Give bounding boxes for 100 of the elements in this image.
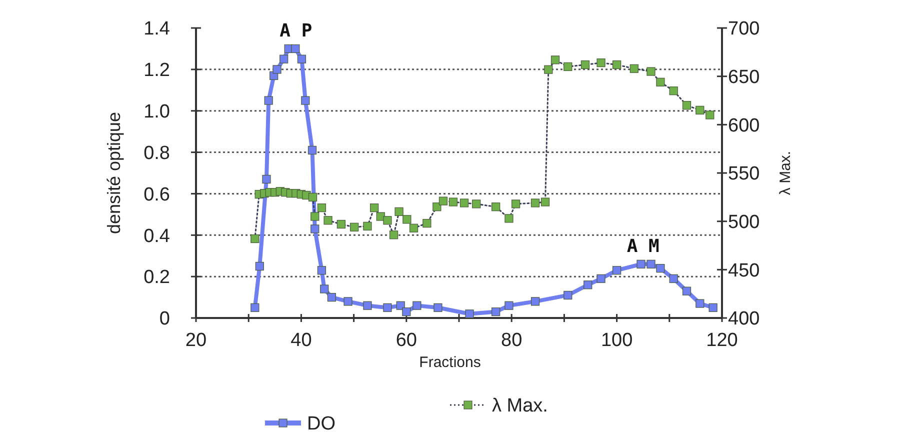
point — [630, 64, 638, 73]
point — [472, 200, 481, 208]
y2-axis-title: λ Max. — [777, 150, 794, 196]
point — [682, 101, 692, 110]
point — [438, 196, 448, 206]
point — [308, 146, 317, 155]
x-tick-label: 120 — [706, 330, 738, 351]
point — [612, 60, 622, 70]
x-tick-label: 80 — [501, 330, 522, 351]
point — [448, 198, 458, 206]
point — [370, 204, 379, 212]
point — [262, 174, 271, 184]
point — [396, 301, 405, 310]
point — [504, 214, 514, 223]
y-tick-label: 1.4 — [144, 18, 170, 40]
point — [682, 286, 692, 296]
point — [580, 60, 590, 70]
point — [544, 65, 553, 74]
point — [492, 202, 500, 212]
point — [465, 310, 474, 318]
point — [297, 54, 306, 64]
point — [696, 106, 704, 114]
y-tick-label: 0.4 — [144, 226, 170, 247]
point — [412, 301, 422, 310]
point — [317, 266, 326, 275]
point — [317, 204, 326, 212]
y-tick-label: 0.6 — [144, 184, 170, 206]
point — [310, 212, 320, 221]
x-tick-label: 20 — [185, 330, 207, 351]
point — [402, 215, 412, 224]
point — [530, 198, 540, 208]
point — [336, 220, 346, 229]
y-tick-label: 1.2 — [144, 60, 170, 82]
point — [434, 303, 442, 312]
point — [492, 307, 500, 316]
point — [656, 78, 665, 86]
point — [669, 86, 678, 96]
point — [646, 260, 656, 268]
y2-tick-label: 400 — [728, 308, 760, 330]
point — [394, 207, 404, 216]
point — [706, 110, 714, 120]
annotation: A M — [626, 236, 660, 258]
x-tick-label: 40 — [290, 330, 312, 351]
point — [584, 280, 592, 290]
point — [250, 303, 260, 312]
point — [564, 290, 572, 300]
point — [363, 301, 372, 310]
point — [636, 260, 646, 268]
x-tick-label: 60 — [396, 330, 417, 351]
legend-label: DO — [307, 414, 336, 432]
point — [550, 56, 560, 64]
y-tick-label: 0.8 — [144, 142, 170, 164]
point — [422, 218, 432, 228]
legend-label: λ Max. — [492, 396, 548, 417]
point — [432, 202, 442, 212]
point — [596, 274, 606, 283]
point — [350, 222, 359, 232]
point — [389, 230, 398, 240]
point — [708, 303, 718, 312]
point — [255, 262, 264, 271]
point — [596, 58, 606, 68]
y2-tick-label: 450 — [728, 260, 760, 282]
y2-tick-label: 500 — [728, 212, 760, 233]
point — [291, 44, 300, 54]
x-tick-label: 100 — [600, 330, 633, 351]
point — [383, 216, 392, 225]
point — [344, 297, 352, 306]
y-tick-label: 1.0 — [144, 102, 170, 123]
point — [402, 307, 411, 316]
point — [504, 301, 514, 310]
point — [310, 224, 320, 234]
point — [264, 96, 273, 105]
y2-tick-label: 550 — [728, 164, 760, 185]
point — [696, 299, 704, 308]
y2-tick-label: 700 — [728, 18, 760, 40]
y-tick-label: 0 — [159, 308, 170, 330]
point — [383, 303, 392, 312]
point — [512, 200, 520, 208]
point — [409, 224, 418, 232]
point — [656, 264, 665, 273]
point — [460, 198, 469, 208]
point — [320, 284, 329, 294]
y-tick-label: 0.2 — [144, 267, 170, 288]
x-axis-title: Fractions — [419, 354, 481, 371]
point — [646, 67, 656, 76]
point — [324, 216, 332, 225]
y2-tick-label: 650 — [728, 66, 760, 88]
point — [301, 96, 310, 105]
point — [669, 274, 678, 283]
point — [327, 292, 336, 302]
y-axis-title: densité optique — [104, 112, 124, 234]
point — [530, 297, 540, 306]
point — [612, 266, 622, 275]
point — [540, 198, 550, 206]
point — [280, 54, 288, 64]
point — [564, 62, 572, 71]
annotation: A P — [280, 20, 312, 42]
point — [272, 65, 282, 74]
y2-tick-label: 600 — [728, 115, 760, 136]
point — [250, 234, 260, 244]
